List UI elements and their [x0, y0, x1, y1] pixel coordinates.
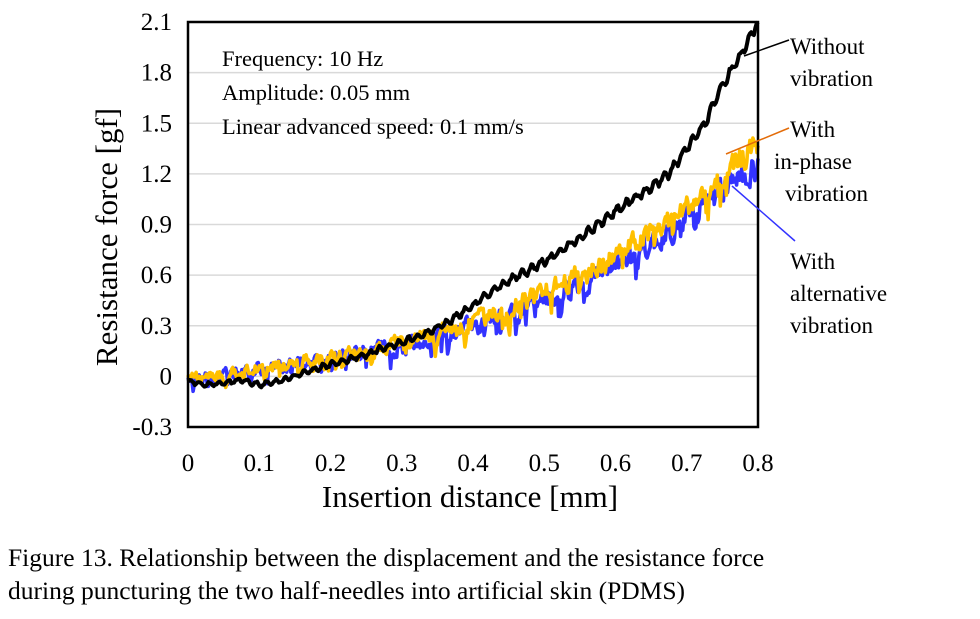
series-leader-line: [743, 39, 790, 57]
series-label: vibration: [790, 313, 874, 338]
series-label: in-phase: [774, 149, 852, 174]
caption-line-2: during puncturing the two half-needles i…: [8, 576, 686, 605]
resistance-force-chart: -0.3 0 0.3 0.6 0.9 1.2 1.5 1.8 2.1 0 0.1 0.2 0.3 0.4 0…: [89, 9, 887, 514]
x-tick-label: 0.6: [600, 450, 631, 477]
x-tick-label: 0.3: [386, 450, 417, 477]
condition-frequency: Frequency: 10 Hz: [222, 46, 383, 71]
plot-frame: [186, 20, 760, 429]
y-tick-label: 0.6: [141, 262, 172, 289]
series-label: vibration: [790, 66, 874, 91]
xlabel: Insertion distance [mm]: [322, 479, 618, 514]
figure-caption: Figure 13. Relationship between the disp…: [8, 541, 978, 607]
y-tick-label: 1.2: [141, 161, 172, 188]
x-tick-label: 0.8: [742, 450, 773, 477]
y-tick-label: -0.3: [132, 414, 172, 441]
x-tick-label: 0.4: [457, 450, 489, 477]
x-tick-label: 0.7: [671, 450, 702, 477]
x-tick-label: 0.5: [529, 450, 560, 477]
series-label: With: [790, 249, 836, 274]
series-line: [186, 20, 760, 390]
y-tick-label: 0.9: [141, 212, 172, 239]
series-label: Without: [790, 34, 865, 59]
y-tick-label: 2.1: [141, 9, 172, 36]
x-tick-label: 0.2: [315, 450, 346, 477]
y-tick-label: 0: [160, 363, 173, 390]
y-tick-label: 1.8: [141, 60, 172, 87]
series-label: With: [790, 117, 836, 142]
chart-container: -0.3 0 0.3 0.6 0.9 1.2 1.5 1.8 2.1 0 0.1 0.2 0.3 0.4 0…: [89, 9, 887, 514]
y-tick-label: 1.5: [141, 110, 172, 137]
series-leader-line: [725, 127, 790, 155]
x-tick-label: 0.1: [244, 450, 275, 477]
series-label: vibration: [785, 181, 869, 206]
y-tick-label: 0.3: [141, 313, 172, 340]
caption-line-1: Figure 13. Relationship between the disp…: [8, 543, 765, 572]
condition-speed: Linear advanced speed: 0.1 mm/s: [222, 114, 524, 139]
series-leader-line: [731, 185, 796, 242]
series-label: alternative: [790, 281, 887, 306]
condition-amplitude: Amplitude: 0.05 mm: [222, 80, 411, 105]
x-tick-label: 0: [182, 450, 195, 477]
ylabel: Resistance force [gf]: [89, 108, 124, 366]
series-line: [186, 136, 760, 390]
